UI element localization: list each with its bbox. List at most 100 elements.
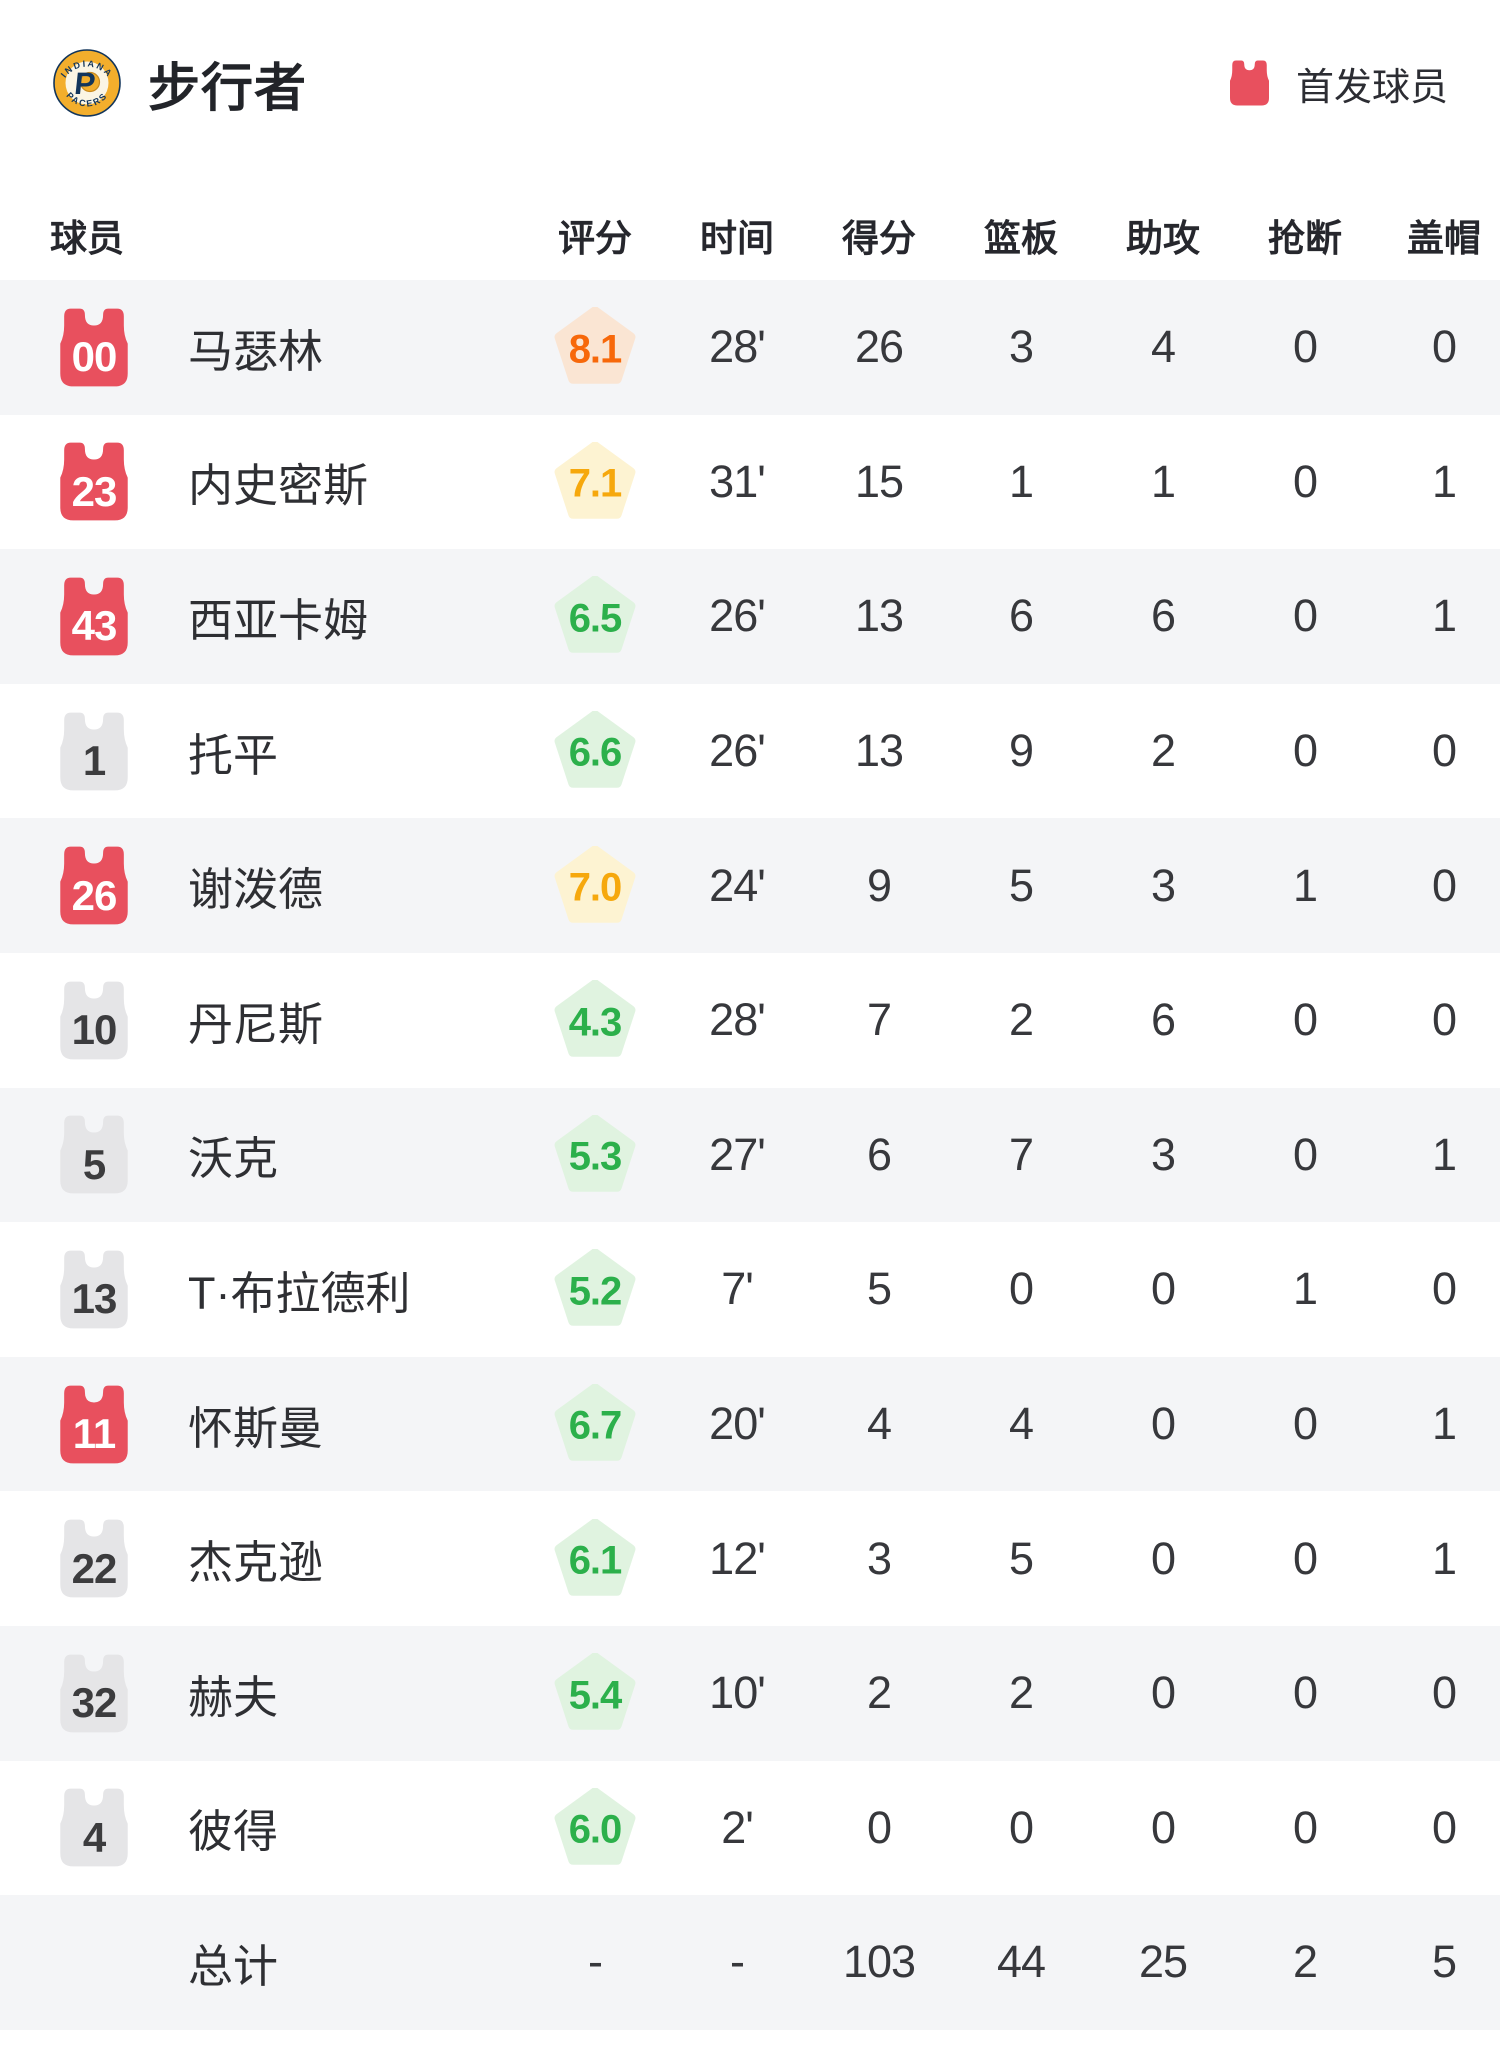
total-label: 总计: [188, 1940, 279, 1992]
time-played: 26': [709, 725, 766, 777]
rating-badge: 7.1: [554, 441, 636, 522]
player-row[interactable]: 1 托平 6.6 26' 13 9 2 0 0: [0, 684, 1500, 819]
column-header-blocks: 盖帽: [1407, 218, 1481, 259]
logo-letter-p: P: [73, 66, 97, 101]
starter-jersey-icon: [1229, 60, 1269, 106]
player-row[interactable]: 26 谢泼德 7.0 24' 9 5 3 1 0: [0, 818, 1500, 953]
player-row[interactable]: 10 丹尼斯 4.3 28' 7 2 6 0 0: [0, 953, 1500, 1088]
points: 5: [866, 1263, 892, 1315]
player-row[interactable]: 5 沃克 5.3 27' 6 7 3 0 1: [0, 1087, 1500, 1223]
column-header-steals: 抢断: [1268, 218, 1342, 259]
blocks: 0: [1431, 725, 1457, 777]
column-header-rebounds: 篮板: [984, 218, 1058, 259]
total-time: -: [730, 1936, 745, 1988]
assists: 0: [1150, 1532, 1176, 1584]
assists: 3: [1150, 1128, 1176, 1180]
team-header: INDIANA PACERS P 步行者 首发球员: [0, 0, 1500, 190]
assists: 0: [1150, 1667, 1176, 1719]
assists: 0: [1150, 1263, 1176, 1315]
starter-legend-label: 首发球员: [1295, 66, 1448, 109]
rating-value: 5.2: [568, 1269, 623, 1314]
jersey-cell: 5: [0, 1113, 188, 1196]
column-header-player: 球员: [50, 218, 124, 259]
time-played: 24': [709, 859, 766, 911]
assists: 1: [1150, 455, 1176, 507]
time-played: 26': [709, 590, 766, 642]
assists: 3: [1150, 859, 1176, 911]
column-header-time: 时间: [700, 218, 774, 259]
player-row[interactable]: 32 赫夫 5.4 10' 2 2 0 0 0: [0, 1625, 1500, 1761]
player-row[interactable]: 43 西亚卡姆 6.5 26' 13 6 6 0 1: [0, 549, 1500, 684]
player-name: 谢泼德: [188, 864, 324, 916]
player-name: 赫夫: [188, 1671, 279, 1723]
rating-badge: 6.0: [554, 1787, 636, 1868]
starter-legend: 首发球员: [1227, 56, 1448, 111]
player-row[interactable]: 13 T·布拉德利 5.2 7' 5 0 0 1 0: [0, 1222, 1500, 1357]
time-played: 2': [721, 1801, 754, 1853]
player-row[interactable]: 4 彼得 6.0 2' 0 0 0 0 0: [0, 1761, 1500, 1896]
time-played: 28': [709, 321, 766, 373]
rebounds: 6: [1008, 590, 1034, 642]
points: 9: [866, 859, 892, 911]
total-row: 总计 - - 103 44 25 2 5: [0, 1895, 1500, 2030]
player-row[interactable]: 23 内史密斯 7.1 31' 15 1 1 0 1: [0, 415, 1500, 550]
team-name: 步行者: [148, 59, 308, 118]
rating-badge: 6.1: [554, 1518, 636, 1599]
steals: 0: [1292, 1128, 1318, 1180]
assists: 6: [1150, 994, 1176, 1046]
jersey-icon: 43: [55, 575, 133, 658]
blocks: 1: [1431, 1128, 1457, 1180]
steals: 0: [1292, 994, 1318, 1046]
jersey-icon: 11: [55, 1383, 133, 1466]
player-row[interactable]: 22 杰克逊 6.1 12' 3 5 0 0 1: [0, 1491, 1500, 1626]
points: 26: [854, 321, 904, 373]
rebounds: 2: [1008, 1667, 1034, 1719]
total-blocks: 5: [1431, 1936, 1457, 1988]
assists: 6: [1150, 590, 1176, 642]
jersey-number: 4: [82, 1813, 106, 1861]
column-header-points: 得分: [842, 218, 916, 259]
jersey-cell: 13: [0, 1248, 188, 1331]
rebounds: 7: [1008, 1128, 1034, 1180]
rebounds: 0: [1008, 1263, 1034, 1315]
rating-value: 8.1: [568, 327, 623, 372]
jersey-cell: 32: [0, 1652, 188, 1735]
time-played: 20': [709, 1398, 766, 1450]
blocks: 1: [1431, 590, 1457, 642]
rating-badge: 6.7: [554, 1384, 636, 1464]
rating-badge: 5.4: [554, 1653, 636, 1733]
jersey-cell: 23: [0, 440, 188, 523]
rebounds: 2: [1008, 994, 1034, 1046]
jersey-number: 13: [71, 1275, 118, 1323]
steals: 1: [1292, 859, 1318, 911]
jersey-number: 00: [71, 333, 118, 381]
jersey-icon: 10: [55, 979, 133, 1062]
jersey-icon: 23: [55, 440, 133, 523]
table-header-row: 球员 评分 时间 得分 篮板 助攻 抢断 盖帽: [0, 190, 1500, 280]
steals: 0: [1292, 1667, 1318, 1719]
jersey-cell: 4: [0, 1786, 188, 1869]
jersey-icon: 22: [55, 1517, 133, 1600]
assists: 4: [1150, 321, 1176, 373]
rating-badge: 5.3: [554, 1114, 636, 1195]
steals: 0: [1292, 590, 1318, 642]
blocks: 0: [1431, 994, 1457, 1046]
rebounds: 3: [1008, 321, 1034, 373]
jersey-cell: 00: [0, 306, 188, 389]
total-rebounds: 44: [996, 1936, 1046, 1988]
points: 6: [866, 1128, 892, 1180]
player-name: 托平: [188, 729, 279, 781]
player-row[interactable]: 00 马瑟林 8.1 28' 26 3 4 0 0: [0, 280, 1500, 415]
time-played: 27': [709, 1128, 766, 1180]
rebounds: 9: [1008, 725, 1034, 777]
blocks: 0: [1431, 1801, 1457, 1853]
jersey-icon: 26: [55, 844, 133, 927]
points: 2: [866, 1667, 892, 1719]
player-row[interactable]: 11 怀斯曼 6.7 20' 4 4 0 0 1: [0, 1356, 1500, 1492]
time-played: 10': [709, 1667, 766, 1719]
player-name: 马瑟林: [188, 325, 324, 377]
jersey-cell: 10: [0, 979, 188, 1062]
rating-value: 6.5: [568, 596, 623, 641]
blocks: 0: [1431, 1667, 1457, 1719]
player-name: 杰克逊: [188, 1537, 324, 1589]
